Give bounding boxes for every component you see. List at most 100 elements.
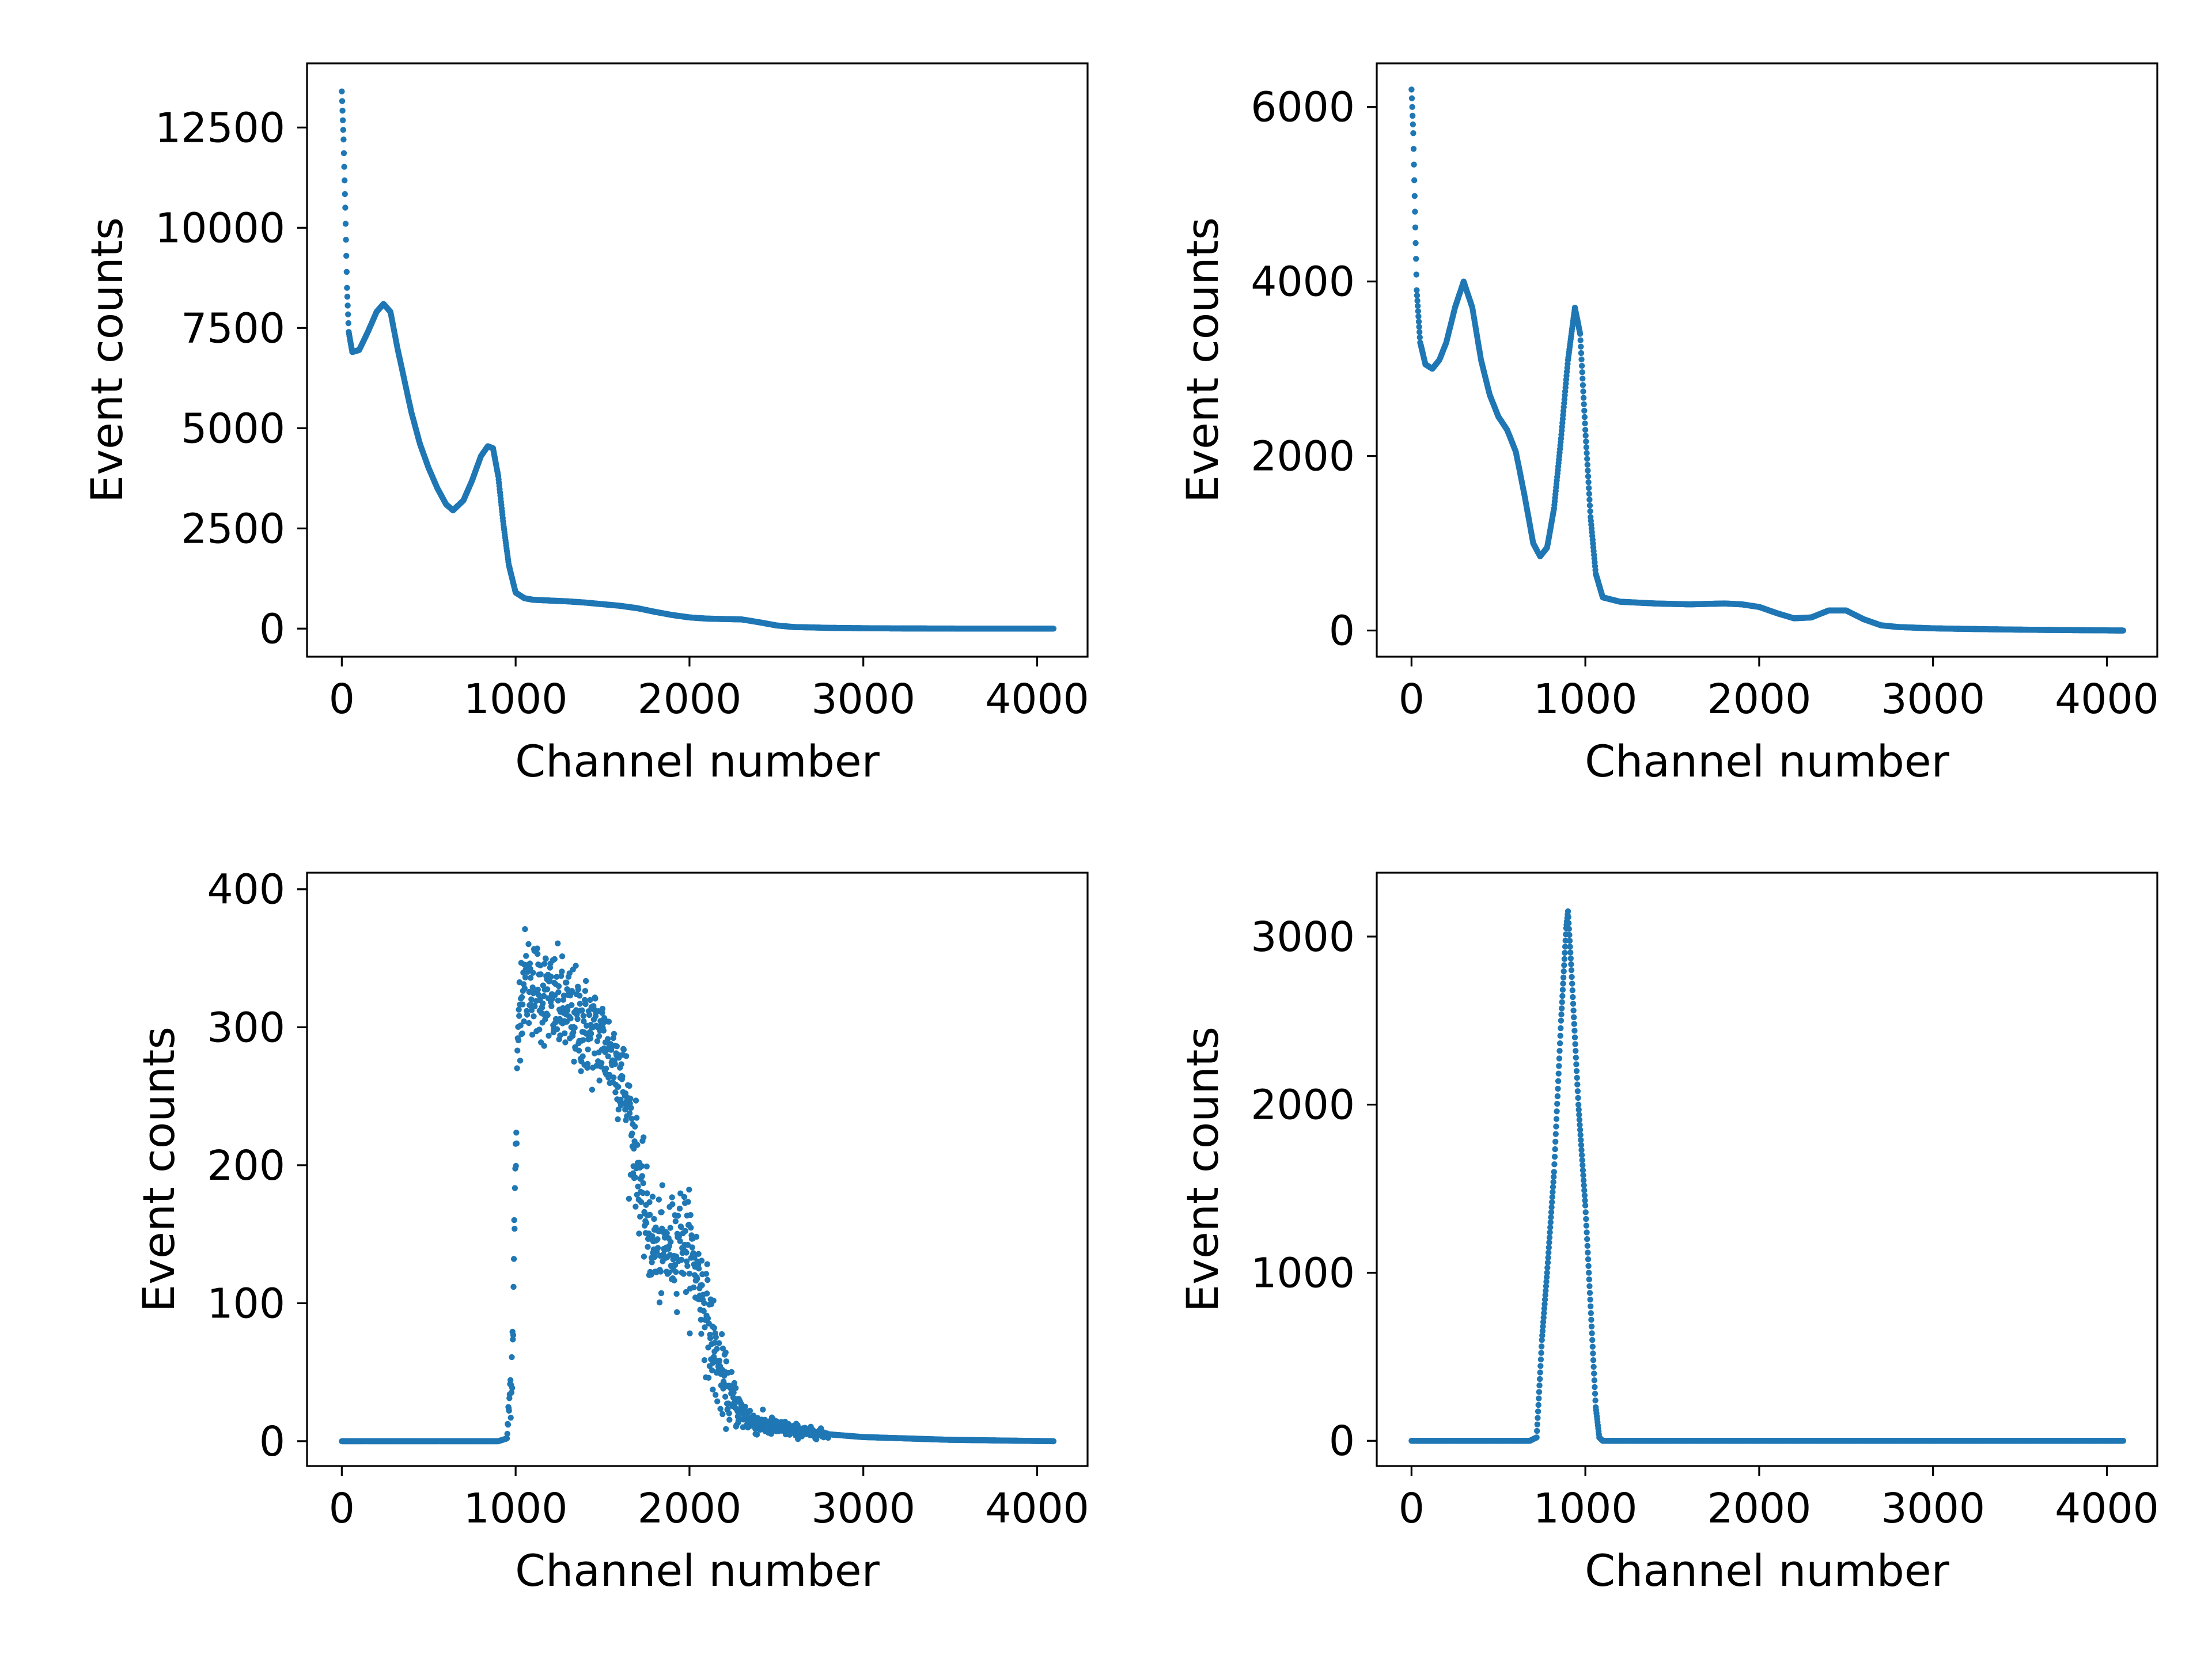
data-point xyxy=(629,1130,635,1137)
x-tick-label: 2000 xyxy=(638,675,742,723)
data-point xyxy=(585,1046,591,1053)
data-point xyxy=(509,1354,515,1361)
data-point xyxy=(1580,388,1586,395)
data-point xyxy=(544,986,551,993)
data-point xyxy=(1410,130,1416,137)
data-point xyxy=(532,1003,538,1010)
data-point xyxy=(516,1006,522,1013)
data-point xyxy=(1413,271,1419,278)
data-point xyxy=(1580,395,1587,401)
data-point xyxy=(577,1001,583,1007)
data-point xyxy=(344,293,351,300)
data-point xyxy=(510,1283,517,1290)
data-point xyxy=(343,268,350,275)
data-point xyxy=(1416,334,1423,340)
y-tick-label: 2000 xyxy=(1251,433,1355,480)
data-point xyxy=(1585,473,1592,480)
x-tick-label: 3000 xyxy=(1881,675,1985,723)
data-point xyxy=(1414,287,1420,293)
data-point xyxy=(506,1407,512,1414)
data-point xyxy=(1408,95,1415,101)
data-point xyxy=(535,986,541,993)
data-point xyxy=(531,1013,537,1020)
data-point xyxy=(579,1007,585,1014)
x-tick-label: 4000 xyxy=(985,675,1089,723)
data-point xyxy=(589,1086,596,1093)
data-point xyxy=(571,1024,578,1031)
data-point xyxy=(1585,479,1592,486)
data-point xyxy=(518,994,525,1001)
data-point xyxy=(541,1043,547,1049)
data-point xyxy=(342,221,349,227)
data-point xyxy=(507,1414,514,1421)
data-point xyxy=(562,1039,569,1046)
data-point xyxy=(599,1060,605,1066)
data-point xyxy=(634,1142,641,1148)
data-point xyxy=(523,953,529,959)
data-point xyxy=(1586,497,1593,503)
data-point xyxy=(1578,356,1585,363)
data-point xyxy=(612,1061,619,1067)
x-tick-label: 4000 xyxy=(2055,675,2159,723)
data-point xyxy=(596,1033,603,1040)
y-tick-label: 6000 xyxy=(1251,84,1355,131)
x-tick-label: 1000 xyxy=(1533,675,1638,723)
data-point xyxy=(339,88,345,94)
axes-frame xyxy=(1376,62,2158,658)
data-point xyxy=(543,956,549,962)
x-axis-label: Channel number xyxy=(515,736,880,787)
data-point xyxy=(632,1203,639,1210)
data-point xyxy=(600,1028,607,1034)
y-tick-label: 10000 xyxy=(155,204,285,252)
data-point xyxy=(1580,382,1586,388)
data-point xyxy=(605,1053,611,1060)
data-point xyxy=(1582,427,1589,433)
x-tick-label: 2000 xyxy=(1707,675,1812,723)
data-point xyxy=(340,117,346,123)
data-point xyxy=(520,1001,526,1007)
axes-frame xyxy=(306,62,1089,658)
data-point xyxy=(340,150,347,157)
data-point xyxy=(620,1047,627,1053)
y-tick-label: 7500 xyxy=(181,304,285,352)
data-point xyxy=(632,1097,639,1104)
data-point xyxy=(343,237,349,243)
data-point xyxy=(1415,308,1421,315)
data-point xyxy=(504,1430,510,1437)
data-point xyxy=(1581,401,1587,407)
data-point xyxy=(1414,297,1421,304)
data-point xyxy=(559,968,565,975)
data-point xyxy=(524,1012,531,1018)
data-point xyxy=(596,1077,603,1084)
data-point xyxy=(1409,104,1415,110)
data-point xyxy=(1584,450,1590,456)
data-point xyxy=(1578,343,1584,350)
data-point xyxy=(548,1003,555,1010)
x-tick-label: 0 xyxy=(1399,675,1425,723)
data-point xyxy=(540,1000,546,1007)
data-point xyxy=(1411,161,1417,168)
data-point xyxy=(563,979,570,986)
data-point xyxy=(527,960,533,967)
data-point xyxy=(1586,485,1592,491)
data-point xyxy=(1581,414,1588,421)
data-point xyxy=(626,1082,632,1089)
data-point xyxy=(525,941,532,948)
data-point xyxy=(1578,350,1585,357)
data-point xyxy=(1584,461,1590,468)
data-point xyxy=(580,1037,586,1043)
data-point xyxy=(512,1185,518,1191)
data-point xyxy=(1410,146,1417,152)
data-point xyxy=(546,1032,552,1039)
data-point xyxy=(1050,626,1057,632)
data-point xyxy=(510,1256,517,1262)
data-point xyxy=(345,311,351,317)
data-point xyxy=(529,984,536,991)
data-point xyxy=(516,1013,522,1019)
data-point xyxy=(515,1037,522,1044)
data-point xyxy=(1578,362,1585,369)
data-point xyxy=(522,974,529,981)
data-point xyxy=(1581,407,1588,414)
data-point xyxy=(1411,177,1418,184)
